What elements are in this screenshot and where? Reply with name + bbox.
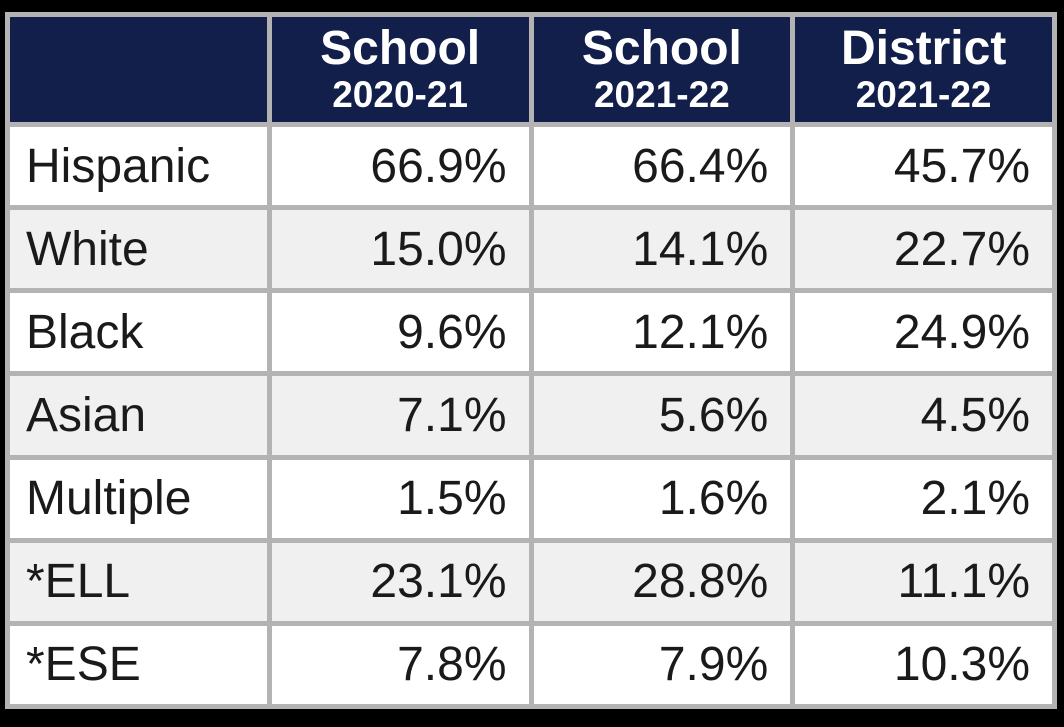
row-label: Hispanic — [10, 127, 267, 206]
row-label: *ELL — [10, 542, 267, 621]
row-label: White — [10, 210, 267, 289]
table-row-hispanic: Hispanic 66.9% 66.4% 45.7% — [10, 127, 1052, 206]
col-header-title: District — [840, 22, 1007, 76]
row-label: *ESE — [10, 625, 267, 704]
value-cell: 23.1% — [271, 542, 529, 621]
col-header-school-2020-21: School 2020-21 — [271, 17, 529, 122]
value-cell: 7.1% — [271, 376, 529, 455]
value-cell: 15.0% — [271, 210, 529, 289]
table-row-ell: *ELL 23.1% 28.8% 11.1% — [10, 542, 1052, 621]
value-cell: 12.1% — [533, 293, 791, 372]
col-header-title: School — [320, 22, 481, 76]
col-header-title: School — [581, 22, 742, 76]
value-cell: 24.9% — [795, 293, 1052, 372]
value-cell: 45.7% — [795, 127, 1052, 206]
table-row-black: Black 9.6% 12.1% 24.9% — [10, 293, 1052, 372]
value-cell: 10.3% — [795, 625, 1052, 704]
value-cell: 9.6% — [271, 293, 529, 372]
corner-header-cell — [10, 17, 267, 122]
col-header-district-2021-22: District 2021-22 — [795, 17, 1052, 122]
row-label: Black — [10, 293, 267, 372]
col-header-subtitle: 2021-22 — [855, 74, 992, 116]
value-cell: 7.8% — [271, 625, 529, 704]
header-row: School 2020-21 School 2021-22 District 2… — [10, 17, 1052, 122]
demographics-table: School 2020-21 School 2021-22 District 2… — [5, 12, 1057, 709]
table-row-white: White 15.0% 14.1% 22.7% — [10, 210, 1052, 289]
value-cell: 2.1% — [795, 459, 1052, 538]
value-cell: 28.8% — [533, 542, 791, 621]
value-cell: 66.4% — [533, 127, 791, 206]
value-cell: 66.9% — [271, 127, 529, 206]
col-header-school-2021-22: School 2021-22 — [533, 17, 791, 122]
value-cell: 4.5% — [795, 376, 1052, 455]
value-cell: 1.6% — [533, 459, 791, 538]
value-cell: 11.1% — [795, 542, 1052, 621]
table-row-asian: Asian 7.1% 5.6% 4.5% — [10, 376, 1052, 455]
col-header-subtitle: 2020-21 — [332, 74, 469, 116]
row-label: Asian — [10, 376, 267, 455]
row-label: Multiple — [10, 459, 267, 538]
value-cell: 1.5% — [271, 459, 529, 538]
value-cell: 14.1% — [533, 210, 791, 289]
table-row-ese: *ESE 7.8% 7.9% 10.3% — [10, 625, 1052, 704]
col-header-subtitle: 2021-22 — [593, 74, 730, 116]
value-cell: 5.6% — [533, 376, 791, 455]
value-cell: 7.9% — [533, 625, 791, 704]
value-cell: 22.7% — [795, 210, 1052, 289]
table-row-multiple: Multiple 1.5% 1.6% 2.1% — [10, 459, 1052, 538]
